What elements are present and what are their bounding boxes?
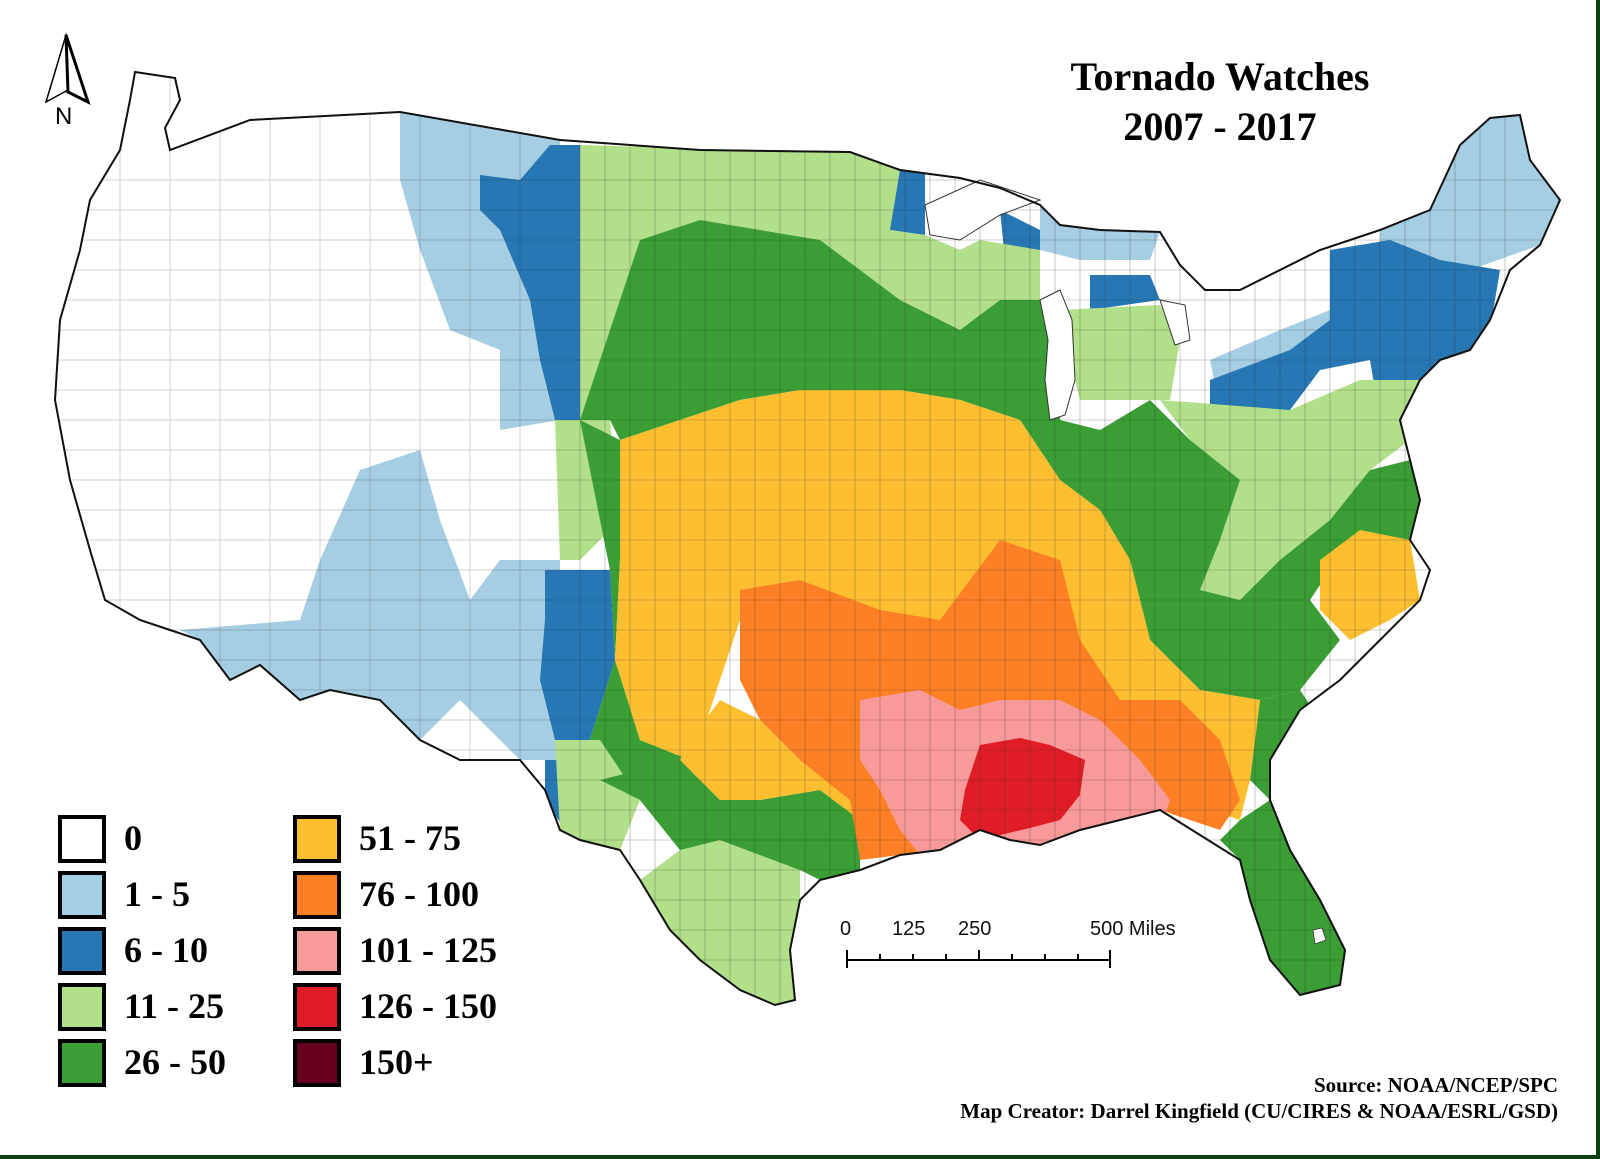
title-line-2: 2007 - 2017	[1123, 104, 1317, 149]
region-51-75-north-carolina	[1320, 530, 1420, 640]
legend-label: 101 - 125	[359, 930, 497, 970]
region-11-25-michigan	[1060, 305, 1180, 400]
region-6-10-minnesota-arrowhead	[890, 170, 925, 235]
region-1-5-southwest	[180, 450, 560, 760]
legend-swatch-26-50	[58, 1039, 106, 1087]
scale-bar: 0 125 250 500 Miles	[840, 918, 1176, 978]
north-label: N	[55, 103, 73, 130]
lake-okeechobee	[1312, 927, 1327, 945]
legend-item-126-150: 126 - 150	[293, 983, 553, 1031]
legend-item-6-10: 6 - 10	[58, 927, 318, 975]
scale-label-500: 500 Miles	[1090, 918, 1176, 940]
creator-text: Map Creator: Darrel Kingfield (CU/CIRES …	[960, 1099, 1558, 1123]
legend-item-26-50: 26 - 50	[58, 1039, 318, 1087]
legend-item-51-75: 51 - 75	[293, 815, 553, 863]
region-26-50-plains-strip	[580, 420, 860, 880]
lake-michigan	[1039, 289, 1076, 421]
region-11-25-dakotas	[580, 145, 1040, 420]
legend-item-101-125: 101 - 125	[293, 927, 553, 975]
region-51-75-texas-east	[680, 700, 860, 820]
region-26-50-florida	[1220, 800, 1345, 995]
legend-swatch-126-150	[293, 983, 341, 1031]
legend-swatch-0	[58, 815, 106, 863]
scale-bar-ruler	[846, 950, 1111, 968]
region-6-10-montana-dakota	[480, 145, 580, 420]
legend-label: 126 - 150	[359, 986, 497, 1026]
legend-label: 51 - 75	[359, 818, 461, 858]
legend-label: 150+	[359, 1042, 434, 1082]
legend-swatch-150-plus	[293, 1039, 341, 1087]
region-26-50-southeast-coast	[1250, 690, 1320, 800]
scale-label-125: 125	[892, 918, 926, 940]
region-11-25-appalachia	[1160, 380, 1420, 600]
legend-item-0: 0	[58, 815, 318, 863]
legend-label: 1 - 5	[124, 874, 190, 914]
legend-item-11-25: 11 - 25	[58, 983, 318, 1031]
scale-label-250: 250	[958, 918, 992, 940]
legend-label: 11 - 25	[124, 986, 225, 1026]
legend-swatch-51-75	[293, 815, 341, 863]
lake-huron	[1159, 299, 1191, 346]
legend-item-150-plus: 150+	[293, 1039, 553, 1087]
legend-swatch-1-5	[58, 871, 106, 919]
region-126-150-mississippi	[960, 738, 1085, 840]
credits: Source: NOAA/NCEP/SPC Map Creator: Darre…	[960, 1072, 1558, 1124]
legend-swatch-76-100	[293, 871, 341, 919]
region-6-10-west-texas	[540, 570, 615, 740]
legend-swatch-11-25	[58, 983, 106, 1031]
region-11-25-trans-pecos	[555, 740, 640, 850]
region-26-50-midwest	[580, 220, 1420, 700]
north-arrow-icon	[44, 32, 91, 105]
legend-label: 26 - 50	[124, 1042, 226, 1082]
scale-label-0: 0	[840, 918, 852, 940]
map-title: Tornado Watches 2007 - 2017	[1010, 52, 1430, 152]
legend-swatch-6-10	[58, 927, 106, 975]
legend-swatch-101-125	[293, 927, 341, 975]
legend-label: 76 - 100	[359, 874, 479, 914]
title-line-1: Tornado Watches	[1070, 54, 1370, 99]
legend-item-1-5: 1 - 5	[58, 871, 318, 919]
legend-item-76-100: 76 - 100	[293, 871, 553, 919]
region-11-25-texas-south	[640, 840, 800, 1005]
region-26-50-texas-central	[600, 760, 860, 870]
lake-superior	[924, 179, 1042, 241]
legend-label: 6 - 10	[124, 930, 208, 970]
region-1-5-michigan-up	[1040, 205, 1160, 260]
legend-label: 0	[124, 818, 142, 858]
region-1-5-northeast	[1380, 115, 1560, 300]
source-text: Source: NOAA/NCEP/SPC	[1313, 1073, 1558, 1097]
